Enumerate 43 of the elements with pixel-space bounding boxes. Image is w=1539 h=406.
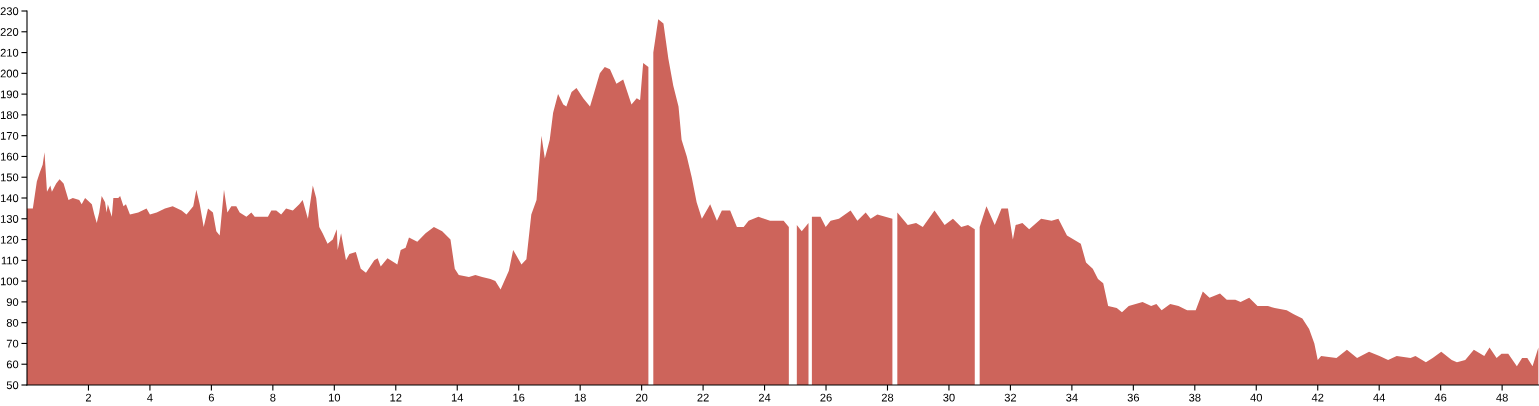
y-tick-label: 160 [0, 152, 19, 161]
y-tick-label: 140 [0, 194, 19, 203]
y-tick-label: 80 [6, 318, 19, 327]
x-tick-label: 24 [758, 393, 771, 402]
y-tick-label: 150 [0, 173, 19, 182]
y-tick-label: 100 [0, 277, 19, 286]
y-tick-label: 210 [0, 48, 19, 57]
x-tick-label: 30 [943, 393, 955, 402]
x-tick-label: 14 [451, 393, 464, 402]
y-tick-label: 60 [6, 360, 19, 369]
x-tick-label: 32 [1004, 393, 1017, 402]
x-tick-label: 46 [1434, 393, 1447, 402]
y-tick-label: 120 [0, 235, 19, 244]
x-tick-label: 26 [820, 393, 832, 402]
y-tick-label: 220 [0, 28, 19, 36]
x-tick-label: 4 [147, 393, 153, 402]
y-tick-label: 110 [1, 256, 19, 265]
y-tick-label: 170 [0, 131, 19, 140]
x-tick-label: 38 [1189, 393, 1201, 402]
x-tick-label: 18 [574, 393, 586, 402]
x-tick-label: 20 [636, 393, 648, 402]
x-tick-label: 36 [1127, 393, 1140, 402]
y-tick-label: 90 [6, 298, 19, 307]
y-tick-label: 50 [6, 381, 19, 390]
y-tick-label: 190 [0, 90, 19, 99]
y-tick-label: 70 [6, 339, 19, 348]
y-tick-label: 230 [0, 7, 19, 16]
x-tick-label: 12 [390, 393, 402, 402]
x-tick-label: 48 [1496, 393, 1508, 402]
x-tick-label: 16 [513, 393, 525, 402]
x-tick-label: 22 [697, 393, 709, 402]
y-tick-label: 200 [0, 69, 19, 78]
y-tick-label: 180 [0, 111, 19, 120]
x-tick-label: 40 [1250, 393, 1263, 402]
x-tick-label: 34 [1066, 393, 1078, 402]
x-tick-label: 44 [1373, 393, 1386, 402]
x-tick-label: 2 [85, 393, 91, 402]
x-tick-label: 42 [1311, 393, 1324, 402]
x-tick-label: 10 [328, 393, 341, 402]
x-tick-label: 6 [208, 393, 214, 402]
y-tick-label: 130 [0, 215, 19, 223]
x-tick-label: 8 [270, 393, 276, 402]
x-tick-label: 28 [881, 393, 894, 402]
